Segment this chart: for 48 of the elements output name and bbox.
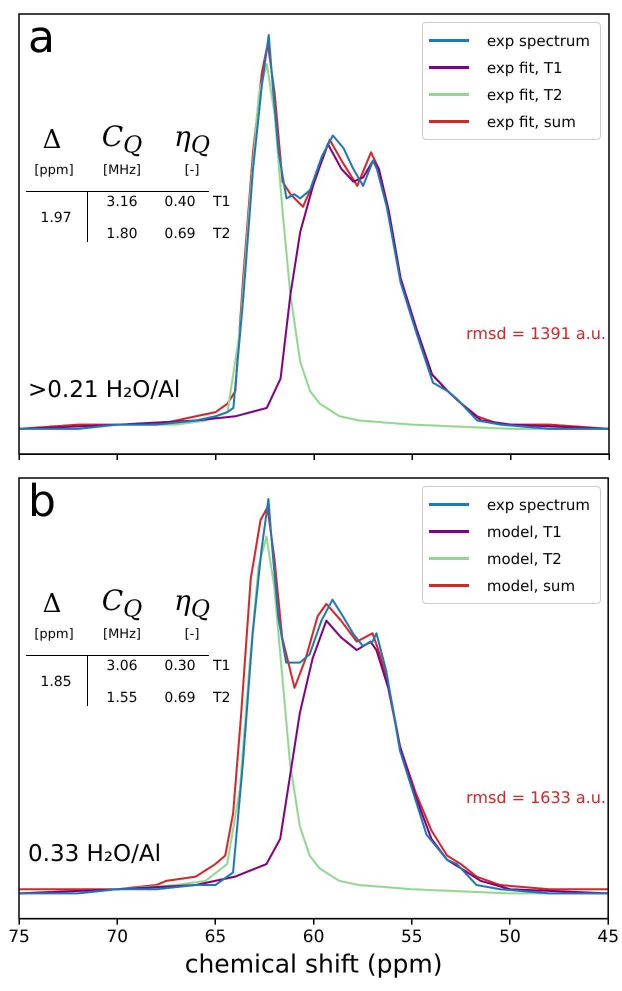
annotation: 0.69 (164, 226, 196, 242)
annotation: [-] (184, 163, 200, 178)
annotation: T2 (213, 226, 230, 242)
x-tick-label: 75 (8, 927, 30, 948)
x-tick-label: 55 (400, 927, 423, 948)
annotation: [MHz] (103, 627, 141, 642)
legend-label: exp spectrum (486, 496, 590, 514)
annotation: C$_{Q}$ (102, 584, 142, 623)
legend-label: exp fit, sum (486, 112, 576, 130)
x-tick-label: 60 (302, 927, 324, 948)
x-tick-label: 70 (106, 927, 128, 948)
annotation: [ppm] (34, 627, 74, 642)
annotation: T2 (213, 690, 230, 706)
annotation: Δ (42, 125, 62, 155)
x-tick-label: 50 (499, 927, 521, 948)
annotation: 1.80 (106, 226, 138, 242)
annotation: 0.33 H₂O/Al (28, 841, 162, 868)
annotation: T1 (213, 194, 230, 210)
annotation: a (28, 12, 55, 63)
annotation: 1.55 (106, 690, 138, 706)
annotation: 3.16 (106, 194, 138, 210)
annotation: η$_{Q}$ (174, 120, 210, 159)
annotation: η$_{Q}$ (174, 584, 210, 623)
annotation: [-] (184, 627, 200, 642)
annotation: Δ (42, 589, 62, 619)
legend-label: model, T1 (486, 522, 562, 540)
annotation: 1.85 (40, 674, 72, 690)
legend-label: exp spectrum (486, 32, 590, 50)
legend-label: exp fit, T2 (486, 86, 563, 104)
annotation: 1.97 (40, 210, 72, 226)
x-tick-label: 65 (204, 927, 226, 948)
annotation: [MHz] (103, 163, 141, 178)
annotation: 0.30 (164, 658, 196, 674)
x-axis-title: chemical shift (ppm) (184, 950, 442, 978)
annotation: T1 (213, 658, 230, 674)
annotation: 3.06 (106, 658, 138, 674)
annotation: rmsd = 1391 a.u. (466, 324, 606, 343)
annotation: 0.69 (164, 690, 196, 706)
annotation: C$_{Q}$ (102, 120, 142, 159)
legend-label: model, sum (486, 576, 576, 594)
x-tick-label: 45 (597, 927, 620, 948)
annotation: >0.21 H₂O/Al (28, 377, 180, 404)
annotation: [ppm] (34, 163, 74, 178)
annotation: 0.40 (164, 194, 196, 210)
annotation: rmsd = 1633 a.u. (466, 788, 606, 807)
legend-label: exp fit, T1 (486, 58, 563, 76)
annotation: b (28, 476, 56, 527)
legend-label: model, T2 (486, 550, 562, 568)
